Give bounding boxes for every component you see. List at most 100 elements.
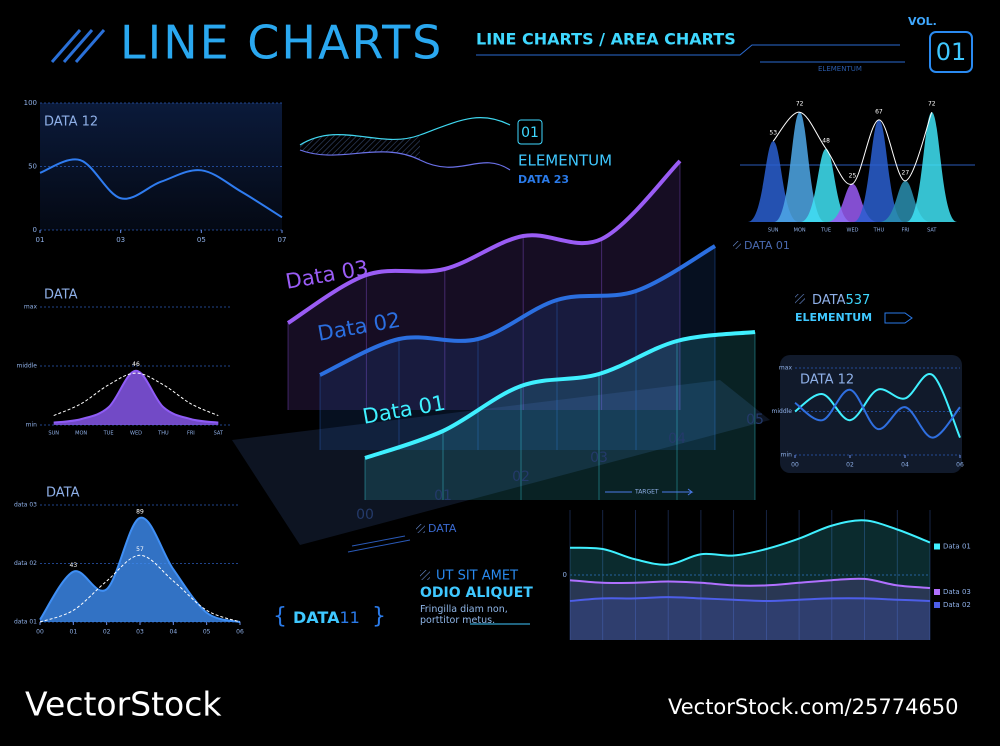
brand: ELEMENTUM <box>818 65 862 73</box>
y-tick-label: data 02 <box>14 560 37 567</box>
chart-title: DATA <box>44 288 78 303</box>
chart-title: DATA 12 <box>44 115 98 130</box>
watermark-url: VectorStock.com/25774650 <box>668 695 959 719</box>
panel <box>780 355 962 473</box>
line <box>364 330 756 460</box>
x-tick-label: FRI <box>187 431 195 437</box>
line <box>39 554 241 623</box>
x-label: DATA <box>428 522 457 535</box>
xlabel-icon <box>416 524 425 533</box>
footer-number: 11 <box>339 608 359 627</box>
x-tick-label: 05 <box>197 236 206 244</box>
brace: } <box>372 604 386 629</box>
chart-title: DATA <box>46 486 80 501</box>
subtitle: LINE CHARTS / AREA CHARTS <box>476 30 736 49</box>
badge-box <box>517 119 543 145</box>
peak-line <box>772 111 933 185</box>
annotation: TARGET <box>634 489 659 496</box>
title: LINE CHARTS <box>120 16 443 70</box>
header-rule <box>476 44 905 63</box>
data-label: 72 <box>796 101 804 108</box>
x-tick-label: MON <box>75 431 87 437</box>
tag-number: 537 <box>846 293 871 308</box>
area <box>570 520 930 640</box>
x-label: DATA 01 <box>744 239 790 252</box>
x-tick-label: THU <box>157 431 169 437</box>
y-tick-label: 0 <box>33 226 37 234</box>
x-tick-label: 03 <box>590 450 608 466</box>
line <box>569 596 931 603</box>
line <box>794 388 961 439</box>
area <box>365 332 755 500</box>
y-tick-label: 0 <box>563 571 567 579</box>
line <box>39 516 241 623</box>
data-label: 89 <box>136 508 144 515</box>
x-tick-label: 07 <box>278 236 287 244</box>
data-label: 67 <box>875 108 883 115</box>
y-tick-label: max <box>779 365 793 372</box>
x-label-rule <box>347 535 411 553</box>
line <box>794 372 961 439</box>
y-tick-label: min <box>781 452 793 459</box>
x-tick-label: SUN <box>48 431 59 437</box>
x-tick-label: FRI <box>901 228 909 234</box>
x-tick-label: 00 <box>36 629 44 636</box>
platform <box>232 380 770 545</box>
x-tick-label: 04 <box>668 431 686 447</box>
area <box>40 517 240 622</box>
y-tick-label: max <box>24 304 38 311</box>
xlabel-icon <box>733 241 741 249</box>
line <box>286 159 682 325</box>
legend-label: Data 01 <box>943 543 971 551</box>
line <box>53 369 219 424</box>
y-tick-label: min <box>26 422 38 429</box>
x-tick-label: 06 <box>956 462 964 469</box>
x-tick-label: 01 <box>434 488 452 504</box>
tag-data: DATA <box>812 293 846 308</box>
data-label: 53 <box>769 130 777 137</box>
x-tick-label: 04 <box>170 629 178 636</box>
x-tick-label: TUE <box>820 228 831 234</box>
x-tick-label: WED <box>847 228 859 234</box>
note-text: Fringilla diam non, porttitor metus. <box>420 604 508 626</box>
brace: { <box>273 604 287 629</box>
line <box>569 519 931 566</box>
x-tick-label: 06 <box>236 629 244 636</box>
y-tick-label: middle <box>772 408 793 415</box>
tag-icon <box>795 294 805 304</box>
tag-name: ELEMENTUM <box>795 311 872 324</box>
x-tick-label: 00 <box>356 507 374 523</box>
x-tick-label: 02 <box>103 629 111 636</box>
badge-number: 01 <box>521 125 539 141</box>
legend-swatch <box>934 543 940 550</box>
note-icon <box>420 570 430 580</box>
data-label: 57 <box>136 546 144 553</box>
vol-number: 01 <box>936 38 967 66</box>
chart-title: DATA 12 <box>800 373 854 388</box>
x-tick-label: 05 <box>746 412 764 428</box>
vol: VOL. <box>908 15 937 28</box>
data-label: 48 <box>822 137 830 144</box>
header-slashes <box>50 29 106 63</box>
x-tick-label: 03 <box>136 629 144 636</box>
tag-title: DATA537 <box>812 293 870 308</box>
annotation-arrow <box>605 488 694 496</box>
data-label: 46 <box>132 361 140 368</box>
y-tick-label: 50 <box>28 163 37 171</box>
y-tick-label: middle <box>17 363 38 370</box>
y-tick-label: data 01 <box>14 619 37 626</box>
x-tick-label: 02 <box>846 462 854 469</box>
legend-label: Data 02 <box>943 601 971 609</box>
note-line1: UT SIT AMET <box>436 569 518 584</box>
area <box>570 578 930 640</box>
data-label: 25 <box>849 172 857 179</box>
peak <box>906 112 958 222</box>
area <box>288 161 680 410</box>
x-tick-label: MON <box>794 228 806 234</box>
area <box>53 370 219 425</box>
line <box>53 372 219 417</box>
badge-name: ELEMENTUM <box>518 152 612 170</box>
x-tick-label: 00 <box>791 462 799 469</box>
peak <box>800 148 852 222</box>
